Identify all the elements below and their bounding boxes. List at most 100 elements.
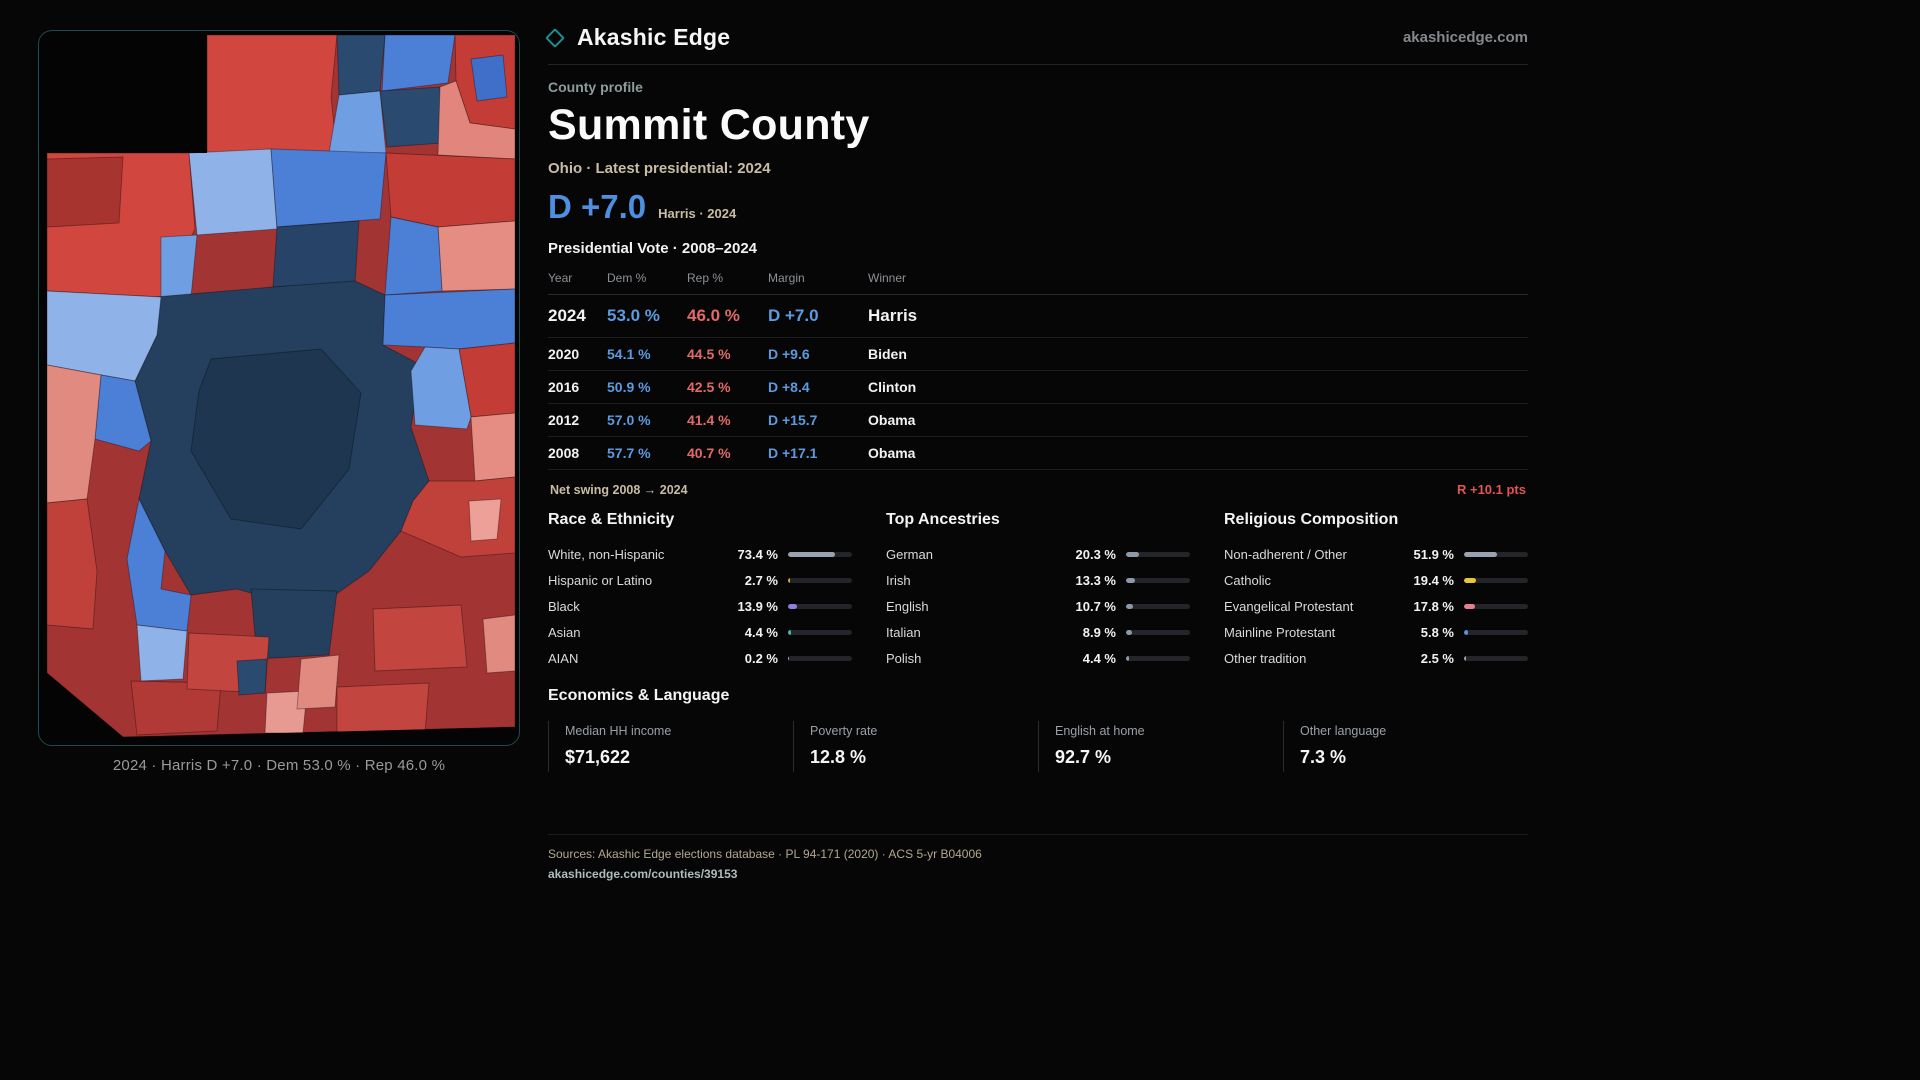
religion-column: Religious Composition Non-adherent / Oth… [1224,511,1528,671]
eyebrow-label: County profile [548,79,643,95]
stat-value: 8.9 % [1082,624,1116,640]
stat-row: Black 13.9 % [548,593,852,619]
stat-bar [1126,655,1190,661]
econ-label: Other language [1300,724,1387,738]
net-swing-row: Net swing 2008 → 2024 R +10.1 pts [548,470,1528,499]
stat-bar [1464,551,1528,557]
headline-margin: D +7.0 Harris · 2024 [548,188,1528,226]
stat-label: Catholic [1224,572,1271,588]
table-row: 2016 50.9 % 42.5 % D +8.4 Clinton [548,371,1528,404]
col-rep: Rep % [687,271,724,285]
econ-value: 12.8 % [810,747,867,767]
cell-winner: Biden [868,346,907,362]
permalink[interactable]: akashicedge.com/counties/39153 [548,867,738,881]
stat-bar [1464,577,1528,583]
stat-label: Black [548,598,580,614]
table-row: 2012 57.0 % 41.4 % D +15.7 Obama [548,404,1528,437]
stat-row: Asian 4.4 % [548,619,852,645]
table-row: 2008 57.7 % 40.7 % D +17.1 Obama [548,437,1528,470]
cell-margin: D +8.4 [768,379,810,395]
econ-value: $71,622 [565,747,631,767]
cell-rep: 40.7 % [687,445,731,461]
stat-bar [1464,603,1528,609]
cell-dem: 57.0 % [607,412,651,428]
stat-label: Non-adherent / Other [1224,546,1347,562]
cell-margin: D +7.0 [768,306,819,325]
cell-dem: 57.7 % [607,445,651,461]
cell-dem: 54.1 % [607,346,651,362]
stat-row: Mainline Protestant 5.8 % [1224,619,1528,645]
headline-margin-value: D +7.0 [548,188,647,225]
stat-value: 51.9 % [1413,546,1454,562]
vote-table-title: Presidential Vote · 2008–2024 [548,240,758,257]
page-footer: Sources: Akashic Edge elections database… [548,834,1528,883]
stat-bar [788,603,852,609]
cell-dem: 53.0 % [607,306,660,325]
stat-row: White, non-Hispanic 73.4 % [548,541,852,567]
stat-value: 73.4 % [737,546,778,562]
econ-label: Poverty rate [810,724,878,738]
econ-label: English at home [1055,724,1145,738]
demographics-section: Race & Ethnicity White, non-Hispanic 73.… [548,511,1528,671]
col-margin: Margin [768,271,805,285]
economics-title: Economics & Language [548,687,730,704]
cell-rep: 41.4 % [687,412,731,428]
col-year: Year [548,271,573,285]
brand: Akashic Edge [545,24,731,51]
stat-bar [788,655,852,661]
stat-value: 10.7 % [1075,598,1116,614]
stat-column-title: Race & Ethnicity [548,511,675,528]
stat-label: Italian [886,624,921,640]
stat-value: 0.2 % [744,650,778,666]
econ-card-median-income: Median HH income $71,622 [548,721,793,772]
cell-margin: D +15.7 [768,412,818,428]
stat-bar [788,577,852,583]
presidential-vote-table: Year Dem % Rep % Margin Winner 2024 53.0… [548,266,1528,470]
stat-value: 4.4 % [744,624,778,640]
cell-year: 2016 [548,379,580,395]
table-row: 2020 54.1 % 44.5 % D +9.6 Biden [548,338,1528,371]
cell-margin: D +17.1 [768,445,818,461]
econ-value: 7.3 % [1300,747,1347,767]
site-link[interactable]: akashicedge.com [1402,29,1528,46]
county-precinct-map [47,35,515,737]
econ-card-other-language: Other language 7.3 % [1283,721,1528,772]
stat-label: German [886,546,933,562]
stat-row: Evangelical Protestant 17.8 % [1224,593,1528,619]
stat-bar [1126,629,1190,635]
race-ethnicity-column: Race & Ethnicity White, non-Hispanic 73.… [548,511,852,671]
cell-winner: Harris [868,306,918,325]
economics-cards: Median HH income $71,622 Poverty rate 12… [548,721,1528,772]
profile-content: Akashic Edge akashicedge.com County prof… [545,24,1528,883]
econ-card-english-at-home: English at home 92.7 % [1038,721,1283,772]
stat-bar [788,551,852,557]
stat-row: Hispanic or Latino 2.7 % [548,567,852,593]
stat-value: 2.5 % [1420,650,1454,666]
cell-winner: Obama [868,412,916,428]
stat-value: 13.9 % [737,598,778,614]
cell-year: 2008 [548,445,580,461]
stat-value: 19.4 % [1413,572,1454,588]
net-swing-value: R +10.1 pts [1456,482,1526,497]
econ-value: 92.7 % [1055,747,1112,767]
cell-rep: 44.5 % [687,346,731,362]
brand-name: Akashic Edge [577,24,731,50]
stat-value: 13.3 % [1075,572,1116,588]
stat-row: Catholic 19.4 % [1224,567,1528,593]
cell-margin: D +9.6 [768,346,810,362]
map-caption: 2024 · Harris D +7.0 · Dem 53.0 % · Rep … [112,757,446,774]
stat-label: Polish [886,650,922,666]
col-dem: Dem % [607,271,647,285]
stat-value: 5.8 % [1420,624,1454,640]
stat-bar [1126,577,1190,583]
stat-label: Asian [548,624,581,640]
headline-margin-caption: Harris · 2024 [658,206,737,221]
stat-label: Irish [886,572,911,588]
page-subtitle: Ohio · Latest presidential: 2024 [548,160,771,177]
stat-label: White, non-Hispanic [548,546,665,562]
table-row: 2024 53.0 % 46.0 % D +7.0 Harris [548,295,1528,338]
stat-row: AIAN 0.2 % [548,645,852,671]
stat-row: Non-adherent / Other 51.9 % [1224,541,1528,567]
stat-label: Hispanic or Latino [548,572,653,588]
